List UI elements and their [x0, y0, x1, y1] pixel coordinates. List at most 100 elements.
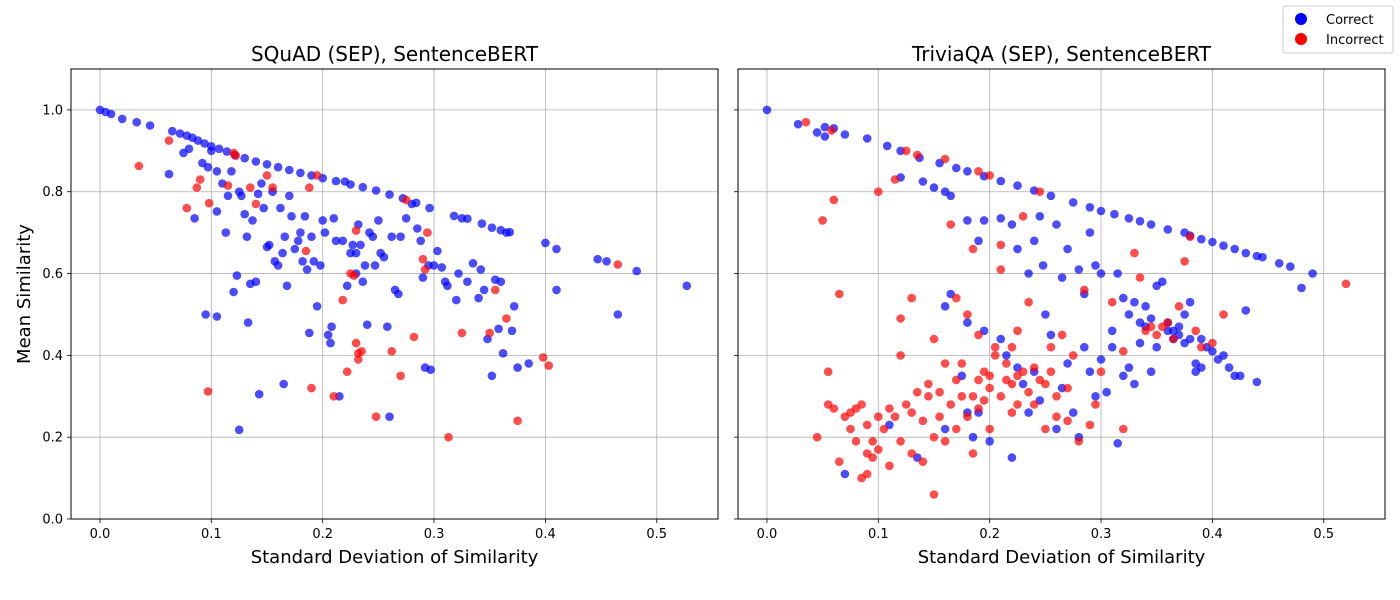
- point-correct: [1124, 310, 1134, 319]
- point-correct: [280, 232, 290, 241]
- point-incorrect: [1063, 383, 1072, 393]
- point-correct: [253, 189, 263, 199]
- point-correct: [1286, 262, 1295, 271]
- point-correct: [940, 424, 950, 434]
- point-correct: [613, 310, 623, 319]
- point-correct: [552, 244, 561, 254]
- point-correct: [117, 114, 127, 124]
- point-incorrect: [544, 361, 553, 370]
- point-incorrect: [420, 265, 430, 274]
- point-incorrect: [896, 351, 905, 360]
- point-incorrect: [1135, 273, 1145, 282]
- point-correct: [342, 281, 352, 291]
- point-incorrect: [1007, 342, 1017, 352]
- point-incorrect: [907, 293, 916, 303]
- point-correct: [1158, 277, 1167, 287]
- point-incorrect: [1041, 379, 1050, 389]
- point-incorrect: [1185, 232, 1195, 241]
- point-incorrect: [1007, 379, 1017, 389]
- point-correct: [298, 257, 307, 266]
- point-correct: [1096, 355, 1106, 364]
- point-incorrect: [1119, 347, 1128, 356]
- point-correct: [1130, 297, 1139, 307]
- point-correct: [593, 254, 602, 264]
- point-incorrect: [946, 220, 955, 229]
- point-correct: [454, 269, 463, 278]
- point-incorrect: [929, 490, 939, 499]
- point-correct: [1124, 214, 1134, 223]
- point-correct: [168, 126, 177, 136]
- xlabel-squad: Standard Deviation of Similarity: [251, 547, 539, 568]
- point-correct: [371, 186, 381, 195]
- point-correct: [452, 295, 461, 305]
- point-correct: [524, 359, 533, 368]
- point-correct: [222, 147, 232, 156]
- point-correct: [416, 236, 426, 246]
- point-incorrect: [203, 387, 213, 396]
- point-correct: [1274, 259, 1284, 268]
- point-incorrect: [1085, 420, 1095, 430]
- point-correct: [242, 232, 252, 241]
- point-correct: [1241, 248, 1251, 258]
- point-incorrect: [829, 404, 839, 413]
- legend-marker-incorrect: [1295, 33, 1307, 45]
- point-correct: [401, 214, 411, 223]
- point-correct: [318, 216, 328, 225]
- point-correct: [316, 261, 325, 270]
- point-correct: [1208, 347, 1217, 356]
- point-correct: [682, 281, 692, 291]
- point-incorrect: [502, 314, 511, 323]
- point-correct: [433, 246, 442, 256]
- point-incorrect: [485, 328, 495, 338]
- point-incorrect: [913, 387, 922, 397]
- point-correct: [1135, 216, 1145, 226]
- point-incorrect: [940, 154, 950, 164]
- point-correct: [164, 169, 174, 179]
- point-correct: [243, 318, 253, 327]
- point-correct: [1052, 424, 1061, 434]
- point-correct: [963, 216, 972, 225]
- point-correct: [207, 146, 216, 156]
- point-correct: [974, 236, 983, 246]
- point-incorrect: [901, 400, 911, 409]
- point-correct: [509, 302, 519, 311]
- point-incorrect: [301, 246, 311, 256]
- point-incorrect: [1091, 400, 1100, 409]
- point-correct: [1024, 408, 1033, 417]
- point-correct: [358, 277, 368, 287]
- ylabel-squad: Mean Similarity: [14, 224, 35, 364]
- point-incorrect: [307, 383, 316, 393]
- point-incorrect: [1068, 351, 1078, 360]
- point-correct: [457, 214, 467, 223]
- point-correct: [507, 326, 517, 336]
- point-incorrect: [896, 314, 905, 323]
- y-tick-label: 0.2: [42, 431, 63, 446]
- point-incorrect: [1191, 326, 1200, 336]
- point-correct: [1230, 244, 1239, 254]
- y-tick-label: 0.4: [42, 349, 63, 364]
- point-incorrect: [387, 347, 397, 356]
- point-correct: [1052, 220, 1061, 229]
- point-incorrect: [329, 392, 339, 401]
- point-correct: [1180, 310, 1189, 319]
- point-correct: [1197, 363, 1206, 372]
- point-incorrect: [1341, 279, 1351, 289]
- point-correct: [1185, 297, 1195, 307]
- point-correct: [203, 162, 213, 172]
- point-correct: [1141, 302, 1150, 311]
- point-correct: [1074, 265, 1084, 274]
- point-correct: [1219, 241, 1228, 250]
- point-correct: [387, 232, 397, 241]
- title-squad: SQuAD (SEP), SentenceBERT: [251, 42, 539, 66]
- point-incorrect: [1163, 318, 1173, 327]
- point-incorrect: [262, 171, 272, 180]
- point-correct: [1219, 351, 1228, 360]
- point-correct: [368, 232, 378, 241]
- point-correct: [1091, 261, 1100, 270]
- point-incorrect: [1180, 257, 1189, 266]
- point-correct: [1113, 439, 1122, 448]
- point-correct: [340, 177, 350, 186]
- point-incorrect: [1035, 187, 1045, 196]
- point-correct: [996, 176, 1006, 186]
- point-incorrect: [613, 260, 623, 269]
